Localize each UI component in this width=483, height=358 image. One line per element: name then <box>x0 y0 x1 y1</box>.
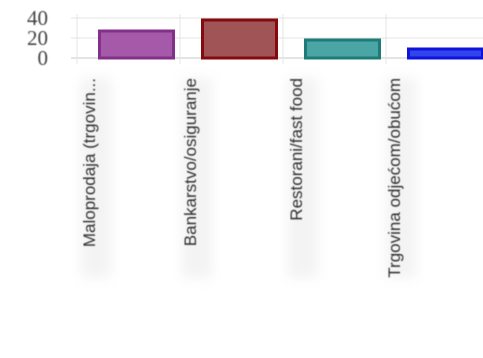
label-shadow <box>288 78 318 278</box>
x-tick-label: Maloprodaja (trgovin... <box>80 78 99 247</box>
y-tick-label: 40 <box>27 6 48 30</box>
y-tick-label: 20 <box>27 26 48 50</box>
y-tick-label: 0 <box>38 46 49 70</box>
bar-2 <box>201 18 278 60</box>
x-tick-label: Restorani/fast food <box>287 78 306 221</box>
bar-3 <box>304 38 381 60</box>
label-shadow <box>182 78 212 278</box>
x-tick-label: Trgovina odjećom/obućom <box>385 78 404 278</box>
bar-4 <box>407 47 483 60</box>
label-shadow <box>386 78 416 278</box>
label-shadow <box>81 78 111 278</box>
bar-1 <box>98 29 175 60</box>
x-tick-label: Bankarstvo/osiguranje <box>181 78 200 246</box>
